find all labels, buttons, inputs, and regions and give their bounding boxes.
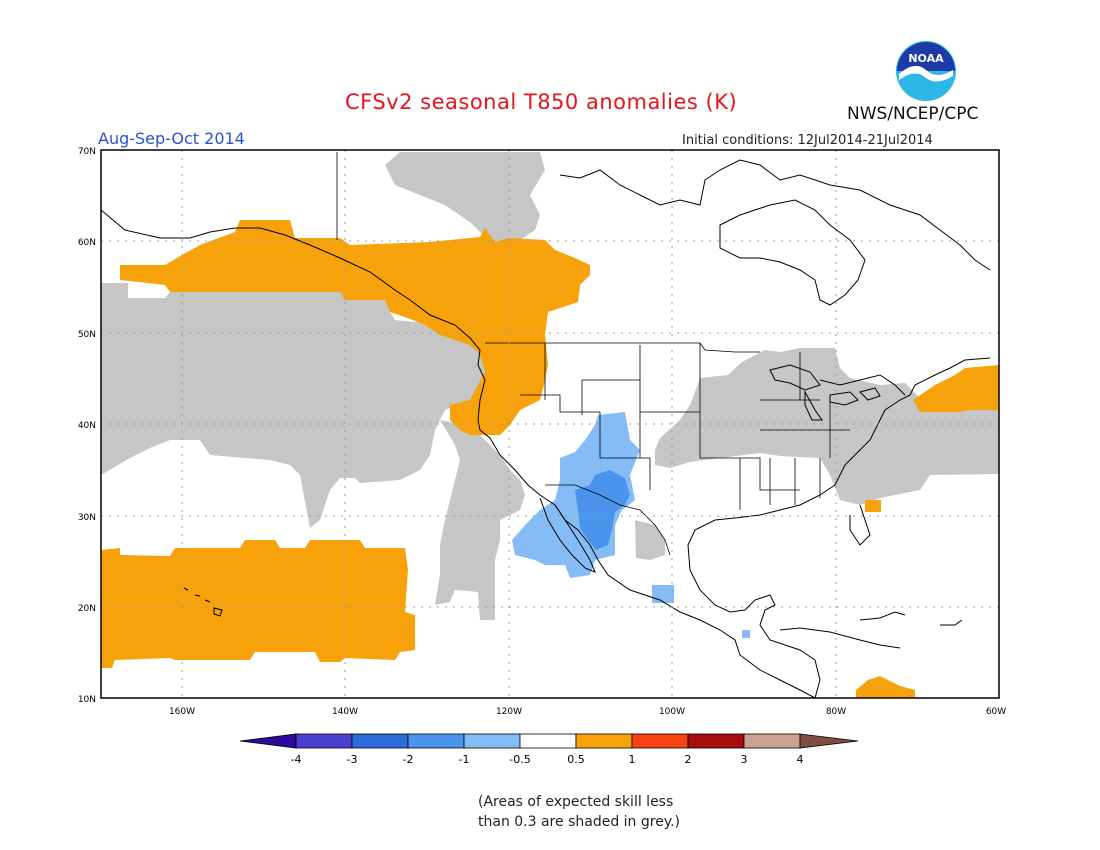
legend-swatch [687, 733, 745, 749]
lat-label: 60N [78, 238, 96, 248]
legend-label: 4 [797, 753, 804, 766]
hawaii-islands [183, 587, 223, 617]
legend-swatch-below-min [239, 733, 297, 749]
lon-label: 120W [496, 707, 522, 717]
lon-label: 140W [332, 707, 358, 717]
agency-label: NWS/NCEP/CPC [847, 104, 979, 124]
lat-label: 10N [78, 695, 96, 705]
lon-label: 80W [826, 707, 846, 717]
noaa-logo-text: NOAA [908, 52, 944, 65]
legend-label: 0.5 [567, 753, 585, 766]
lat-label: 70N [78, 147, 96, 157]
legend-swatch [463, 733, 521, 749]
lon-label: 60W [986, 707, 1006, 717]
legend-label: -2 [403, 753, 414, 766]
lat-label: 30N [78, 513, 96, 523]
legend-label: -3 [347, 753, 358, 766]
legend-label: -4 [291, 753, 302, 766]
legend-swatch [295, 733, 353, 749]
legend-swatch [743, 733, 801, 749]
noaa-logo: NOAA [896, 41, 956, 101]
graticule [101, 150, 999, 698]
skill-note-line: than 0.3 are shaded in grey.) [478, 814, 681, 830]
legend-label: -0.5 [509, 753, 530, 766]
legend-swatch [575, 733, 633, 749]
lat-label: 20N [78, 604, 96, 614]
color-bar [239, 733, 859, 749]
legend-label: -1 [459, 753, 470, 766]
lon-label: 100W [659, 707, 685, 717]
legend-swatch-above-max [799, 733, 859, 749]
warm-anomaly-shading [101, 220, 999, 698]
coastlines [101, 159, 991, 698]
season-label: Aug-Sep-Oct 2014 [98, 129, 245, 148]
legend-swatch [407, 733, 465, 749]
skill-note-line: (Areas of expected skill less [478, 794, 674, 810]
lat-label: 50N [78, 330, 96, 340]
lat-label: 40N [78, 421, 96, 431]
stronger-cool-anomaly-shading [575, 470, 630, 550]
legend-swatch [351, 733, 409, 749]
legend-label: 2 [685, 753, 692, 766]
legend-swatch [519, 733, 577, 749]
political-boundaries [336, 152, 850, 556]
legend-label: 3 [741, 753, 748, 766]
legend-swatch [631, 733, 689, 749]
chart-title: CFSv2 seasonal T850 anomalies (K) [345, 90, 738, 114]
initial-conditions-label: Initial conditions: 12Jul2014-21Jul2014 [682, 133, 933, 148]
legend-label: 1 [629, 753, 636, 766]
skill-note: (Areas of expected skill less than 0.3 a… [478, 792, 680, 832]
lon-label: 160W [169, 707, 195, 717]
map-frame [100, 149, 1000, 699]
